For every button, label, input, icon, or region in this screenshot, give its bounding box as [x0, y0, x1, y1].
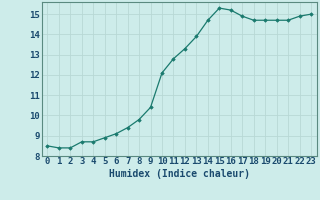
- X-axis label: Humidex (Indice chaleur): Humidex (Indice chaleur): [109, 169, 250, 179]
